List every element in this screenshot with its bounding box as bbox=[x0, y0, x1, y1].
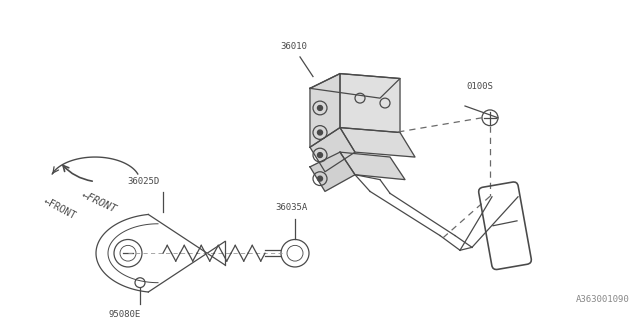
Text: ←FRONT: ←FRONT bbox=[42, 196, 78, 222]
Circle shape bbox=[317, 106, 323, 110]
Text: 95080E: 95080E bbox=[109, 310, 141, 319]
Text: 36035A: 36035A bbox=[275, 203, 307, 212]
Polygon shape bbox=[310, 74, 400, 98]
Text: 36010: 36010 bbox=[280, 42, 307, 51]
Text: A363001090: A363001090 bbox=[576, 295, 630, 304]
Text: ←FRONT: ←FRONT bbox=[80, 189, 118, 214]
Polygon shape bbox=[310, 74, 340, 147]
Circle shape bbox=[317, 176, 323, 181]
Text: 36025D: 36025D bbox=[127, 178, 159, 187]
Polygon shape bbox=[310, 128, 355, 172]
Text: 0100S: 0100S bbox=[466, 82, 493, 91]
Circle shape bbox=[317, 153, 323, 157]
Circle shape bbox=[317, 130, 323, 135]
Polygon shape bbox=[340, 74, 400, 132]
Polygon shape bbox=[310, 152, 355, 191]
Polygon shape bbox=[340, 128, 415, 157]
Polygon shape bbox=[340, 152, 405, 180]
